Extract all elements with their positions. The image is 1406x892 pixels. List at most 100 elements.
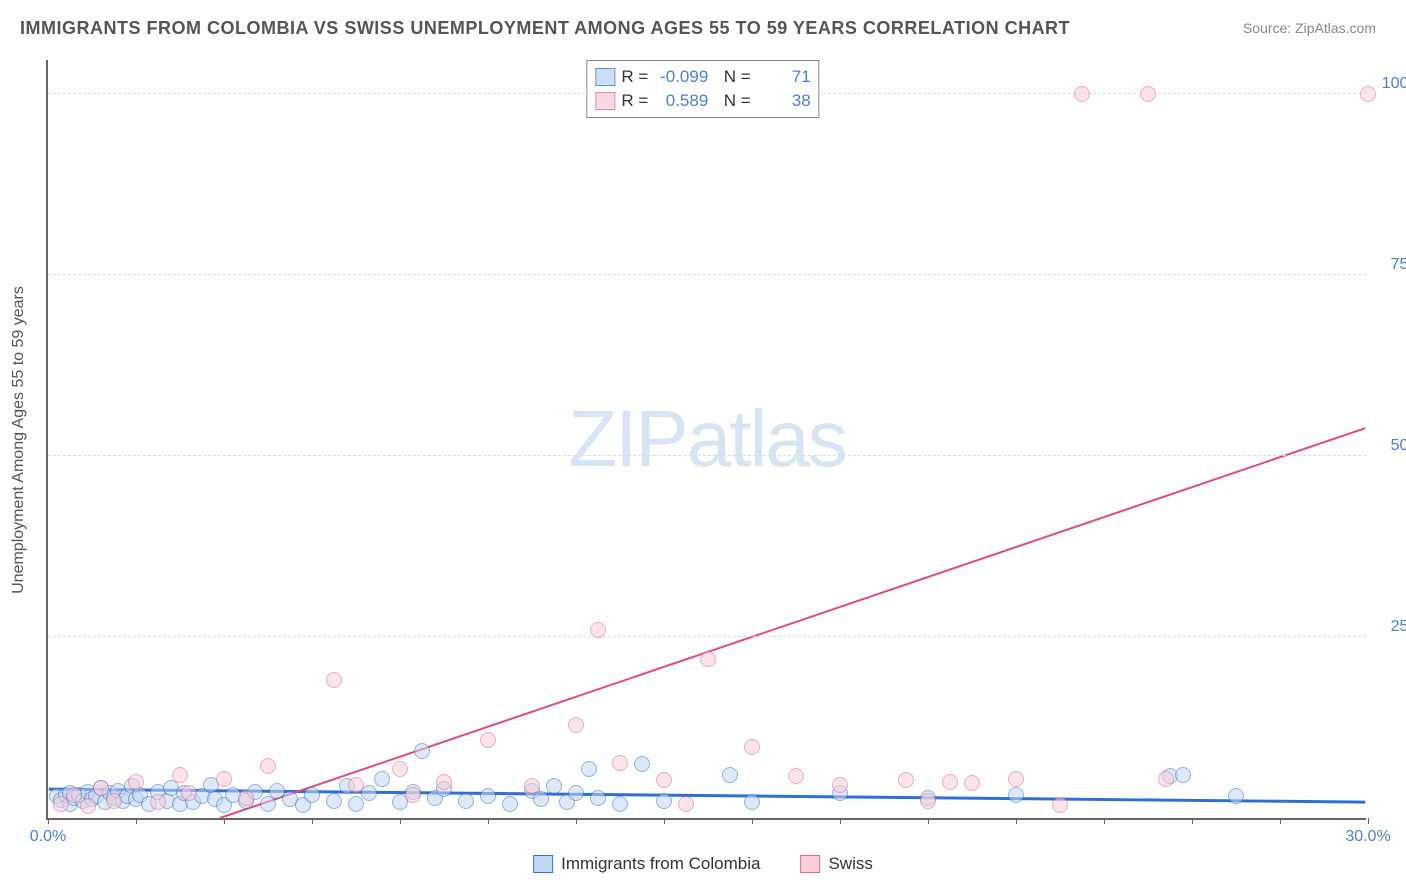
- scatter-point: [678, 796, 694, 812]
- scatter-point: [480, 732, 496, 748]
- scatter-point: [1175, 767, 1191, 783]
- scatter-point: [1360, 86, 1376, 102]
- scatter-point: [568, 717, 584, 733]
- x-tick: [928, 818, 929, 824]
- legend-label: Immigrants from Colombia: [561, 854, 760, 874]
- scatter-point: [348, 796, 364, 812]
- x-tick: [488, 818, 489, 824]
- scatter-point: [788, 768, 804, 784]
- scatter-point: [1140, 86, 1156, 102]
- scatter-point: [1074, 86, 1090, 102]
- scatter-point: [744, 794, 760, 810]
- x-tick: [1368, 818, 1369, 824]
- scatter-point: [568, 785, 584, 801]
- plot-area: ZIPatlas 25.0%50.0%75.0%100.0%0.0%30.0%: [46, 60, 1366, 820]
- scatter-point: [612, 755, 628, 771]
- x-tick: [840, 818, 841, 824]
- y-tick-label: 75.0%: [1391, 256, 1406, 274]
- x-tick: [312, 818, 313, 824]
- watermark: ZIPatlas: [568, 393, 845, 485]
- x-tick-label: 0.0%: [30, 828, 66, 846]
- scatter-point: [612, 796, 628, 812]
- scatter-point: [80, 798, 96, 814]
- scatter-point: [700, 651, 716, 667]
- x-tick: [1192, 818, 1193, 824]
- x-tick: [48, 818, 49, 824]
- scatter-point: [392, 761, 408, 777]
- scatter-point: [581, 761, 597, 777]
- swatch-icon: [595, 92, 615, 110]
- y-tick-label: 100.0%: [1382, 75, 1406, 93]
- correlation-legend: R =-0.099 N =71R =0.589 N =38: [586, 60, 819, 118]
- swatch-icon: [800, 855, 820, 873]
- x-tick: [752, 818, 753, 824]
- series-legend: Immigrants from Colombia Swiss: [533, 854, 873, 874]
- scatter-point: [150, 794, 166, 810]
- scatter-point: [304, 787, 320, 803]
- scatter-point: [238, 790, 254, 806]
- x-tick: [1016, 818, 1017, 824]
- scatter-point: [66, 787, 82, 803]
- legend-row: R =0.589 N =38: [595, 89, 810, 113]
- scatter-point: [634, 756, 650, 772]
- y-tick-label: 50.0%: [1391, 437, 1406, 455]
- gridline: [48, 455, 1366, 456]
- x-tick: [400, 818, 401, 824]
- scatter-point: [546, 778, 562, 794]
- x-tick-label: 30.0%: [1345, 828, 1390, 846]
- legend-item-colombia: Immigrants from Colombia: [533, 854, 760, 874]
- swatch-icon: [595, 68, 615, 86]
- scatter-point: [106, 793, 122, 809]
- scatter-point: [590, 622, 606, 638]
- scatter-point: [964, 775, 980, 791]
- scatter-point: [326, 793, 342, 809]
- scatter-point: [1228, 788, 1244, 804]
- scatter-point: [1052, 797, 1068, 813]
- x-tick: [1280, 818, 1281, 824]
- scatter-point: [128, 774, 144, 790]
- y-axis-label: Unemployment Among Ages 55 to 59 years: [10, 286, 28, 594]
- trend-lines-svg: [48, 60, 1366, 818]
- chart-title: IMMIGRANTS FROM COLOMBIA VS SWISS UNEMPL…: [20, 18, 1070, 39]
- x-tick: [136, 818, 137, 824]
- legend-row: R =-0.099 N =71: [595, 65, 810, 89]
- scatter-point: [436, 774, 452, 790]
- x-tick: [1104, 818, 1105, 824]
- x-tick: [224, 818, 225, 824]
- gridline: [48, 636, 1366, 637]
- scatter-point: [524, 778, 540, 794]
- scatter-point: [898, 772, 914, 788]
- scatter-point: [533, 791, 549, 807]
- scatter-point: [656, 772, 672, 788]
- scatter-point: [216, 771, 232, 787]
- scatter-point: [480, 788, 496, 804]
- scatter-point: [942, 774, 958, 790]
- scatter-point: [1158, 771, 1174, 787]
- scatter-point: [656, 793, 672, 809]
- legend-item-swiss: Swiss: [800, 854, 872, 874]
- x-tick: [576, 818, 577, 824]
- source-label: Source: ZipAtlas.com: [1243, 20, 1376, 36]
- scatter-point: [260, 758, 276, 774]
- scatter-point: [1008, 771, 1024, 787]
- scatter-point: [93, 780, 109, 796]
- scatter-point: [590, 790, 606, 806]
- scatter-point: [722, 767, 738, 783]
- scatter-point: [744, 739, 760, 755]
- swatch-icon: [533, 855, 553, 873]
- scatter-point: [172, 767, 188, 783]
- scatter-point: [920, 793, 936, 809]
- gridline: [48, 274, 1366, 275]
- scatter-point: [458, 793, 474, 809]
- x-tick: [664, 818, 665, 824]
- scatter-point: [374, 771, 390, 787]
- scatter-point: [832, 777, 848, 793]
- legend-label: Swiss: [828, 854, 872, 874]
- scatter-point: [502, 796, 518, 812]
- trend-line: [220, 428, 1365, 818]
- scatter-point: [181, 785, 197, 801]
- scatter-point: [405, 787, 421, 803]
- scatter-point: [1008, 787, 1024, 803]
- scatter-point: [414, 743, 430, 759]
- y-tick-label: 25.0%: [1391, 618, 1406, 636]
